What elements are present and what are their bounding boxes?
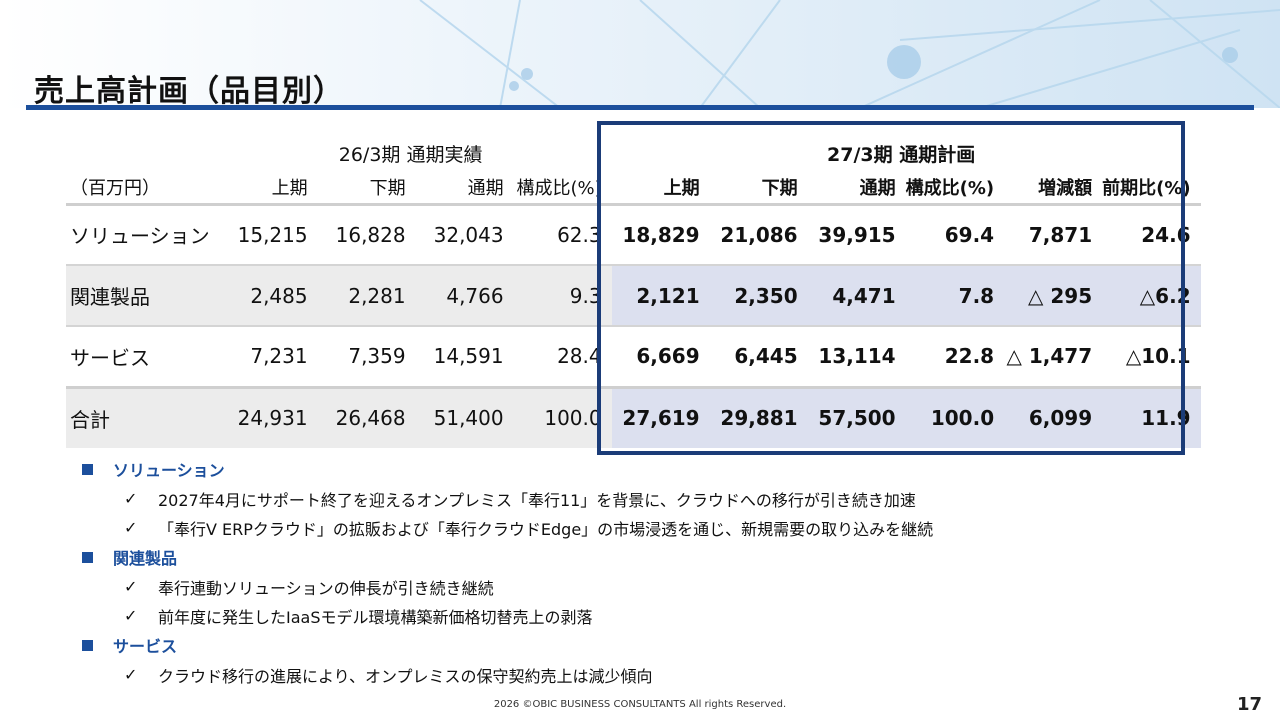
square-bullet-icon	[82, 463, 93, 475]
actual-group-header: 26/3期 通期実績	[338, 143, 483, 166]
table-cell: 100.0	[905, 385, 1005, 448]
table-cell: 6,099	[1004, 385, 1103, 448]
checkmark-icon: ✓	[124, 606, 138, 625]
list-item: ✓ 2027年4月にサポート終了を迎えるオンプレミス「奉行11」を背景に、クラウ…	[80, 484, 1180, 513]
checkmark-icon: ✓	[124, 489, 138, 508]
col-header-actual-h2: 下期	[317, 172, 416, 206]
title-underline	[26, 105, 1254, 110]
table-cell: 57,500	[807, 385, 906, 448]
square-bullet-icon	[82, 639, 93, 651]
category-heading-related-products: 関連製品	[80, 542, 1180, 572]
category-heading-solution: ソリューション	[80, 454, 1180, 484]
list-item-text: 奉行連動ソリューションの伸長が引き続き継続	[158, 578, 494, 598]
row-label: 関連製品	[66, 265, 220, 327]
copyright-footer: 2026 ©OBIC BUSINESS CONSULTANTS All righ…	[493, 699, 787, 710]
col-header-plan-h1: 上期	[611, 172, 710, 206]
table-cell: 62.3	[513, 204, 612, 266]
col-header-plan-ratio: 構成比(%)	[905, 172, 1005, 206]
table-cell: △ 295	[1004, 265, 1103, 327]
table-cell: △6.2	[1102, 265, 1201, 327]
unit-label: （百万円）	[66, 172, 220, 206]
table-cell: △10.1	[1102, 326, 1201, 388]
list-item-text: 前年度に発生したIaaSモデル環境構築新価格切替売上の剥落	[158, 607, 593, 627]
checkmark-icon: ✓	[124, 577, 138, 596]
table-cell: 7,231	[219, 326, 318, 388]
list-item: ✓ 前年度に発生したIaaSモデル環境構築新価格切替売上の剥落	[80, 601, 1180, 630]
col-header-plan-h2: 下期	[709, 172, 808, 206]
list-item-text: 「奉行V ERPクラウド」の拡販および「奉行クラウドEdge」の市場浸透を通じ、…	[158, 519, 934, 539]
table-cell: 29,881	[709, 385, 808, 448]
checkmark-icon: ✓	[124, 665, 138, 684]
group-header-row: 26/3期 通期実績 27/3期 通期計画	[66, 134, 1201, 172]
table-cell: 7,359	[317, 326, 416, 388]
table-cell: 2,485	[219, 265, 318, 327]
header-banner	[0, 0, 1280, 108]
page-title: 売上高計画（品目別）	[34, 74, 344, 109]
col-header-plan-full: 通期	[807, 172, 906, 206]
table-cell: 16,828	[317, 204, 416, 266]
table-cell: 32,043	[415, 204, 514, 266]
table-cell: 6,669	[611, 326, 710, 388]
table-cell: 11.9	[1102, 385, 1201, 448]
table-cell: 4,471	[807, 265, 906, 327]
table-cell: 22.8	[905, 326, 1005, 388]
table-cell: 18,829	[611, 204, 710, 266]
table-row-solution: ソリューション 15,215 16,828 32,043 62.3 18,829…	[66, 204, 1201, 266]
table-cell: 2,121	[611, 265, 710, 327]
col-header-plan-yoy: 前期比(%)	[1102, 172, 1201, 206]
table-cell: 7,871	[1004, 204, 1103, 266]
table-row-total: 合計 24,931 26,468 51,400 100.0 27,619 29,…	[66, 385, 1201, 448]
table-cell: 7.8	[905, 265, 1005, 327]
commentary-list: ソリューション ✓ 2027年4月にサポート終了を迎えるオンプレミス「奉行11」…	[80, 454, 1180, 689]
table-cell: 13,114	[807, 326, 906, 388]
row-label: ソリューション	[66, 204, 220, 266]
list-item: ✓ 奉行連動ソリューションの伸長が引き続き継続	[80, 572, 1180, 601]
square-bullet-icon	[82, 551, 93, 563]
list-item-text: クラウド移行の進展により、オンプレミスの保守契約売上は減少傾向	[158, 666, 653, 686]
sales-plan-table: 26/3期 通期実績 27/3期 通期計画 （百万円） 上期 下期 通期 構成比…	[66, 134, 1201, 448]
checkmark-icon: ✓	[124, 518, 138, 537]
col-header-actual-h1: 上期	[219, 172, 318, 206]
table-cell: 24.6	[1102, 204, 1201, 266]
category-heading-services: サービス	[80, 630, 1180, 660]
row-label: サービス	[66, 326, 220, 388]
table-cell: 14,591	[415, 326, 514, 388]
table-cell: 27,619	[611, 385, 710, 448]
list-item: ✓ クラウド移行の進展により、オンプレミスの保守契約売上は減少傾向	[80, 660, 1180, 689]
list-item: ✓ 「奉行V ERPクラウド」の拡販および「奉行クラウドEdge」の市場浸透を通…	[80, 513, 1180, 542]
table-row-related-products: 関連製品 2,485 2,281 4,766 9.3 2,121 2,350 4…	[66, 265, 1201, 327]
table-cell: 2,350	[709, 265, 808, 327]
table-row-services: サービス 7,231 7,359 14,591 28.4 6,669 6,445…	[66, 326, 1201, 388]
category-label: 関連製品	[113, 549, 178, 568]
table-cell: 21,086	[709, 204, 808, 266]
category-label: サービス	[113, 637, 178, 656]
table-cell: 9.3	[513, 265, 612, 327]
list-item-text: 2027年4月にサポート終了を迎えるオンプレミス「奉行11」を背景に、クラウドへ…	[158, 490, 916, 510]
table-cell: 69.4	[905, 204, 1005, 266]
page-number: 17	[1236, 694, 1262, 715]
banner-background	[0, 0, 1280, 108]
table-cell: 100.0	[513, 385, 612, 448]
col-header-plan-change: 増減額	[1004, 172, 1103, 206]
table-cell: 39,915	[807, 204, 906, 266]
plan-group-header: 27/3期 通期計画	[827, 143, 976, 166]
table-cell: 2,281	[317, 265, 416, 327]
row-label: 合計	[66, 385, 220, 448]
col-header-actual-ratio: 構成比(%)	[513, 172, 612, 206]
table-cell: 51,400	[415, 385, 514, 448]
category-label: ソリューション	[113, 461, 225, 480]
col-header-actual-full: 通期	[415, 172, 514, 206]
table-cell: 4,766	[415, 265, 514, 327]
table-cell: △ 1,477	[1004, 326, 1103, 388]
table-cell: 6,445	[709, 326, 808, 388]
table-cell: 15,215	[219, 204, 318, 266]
table-cell: 26,468	[317, 385, 416, 448]
column-header-row: （百万円） 上期 下期 通期 構成比(%) 上期 下期 通期 構成比(%) 増減…	[66, 172, 1201, 206]
table-cell: 28.4	[513, 326, 612, 388]
table-cell: 24,931	[219, 385, 318, 448]
